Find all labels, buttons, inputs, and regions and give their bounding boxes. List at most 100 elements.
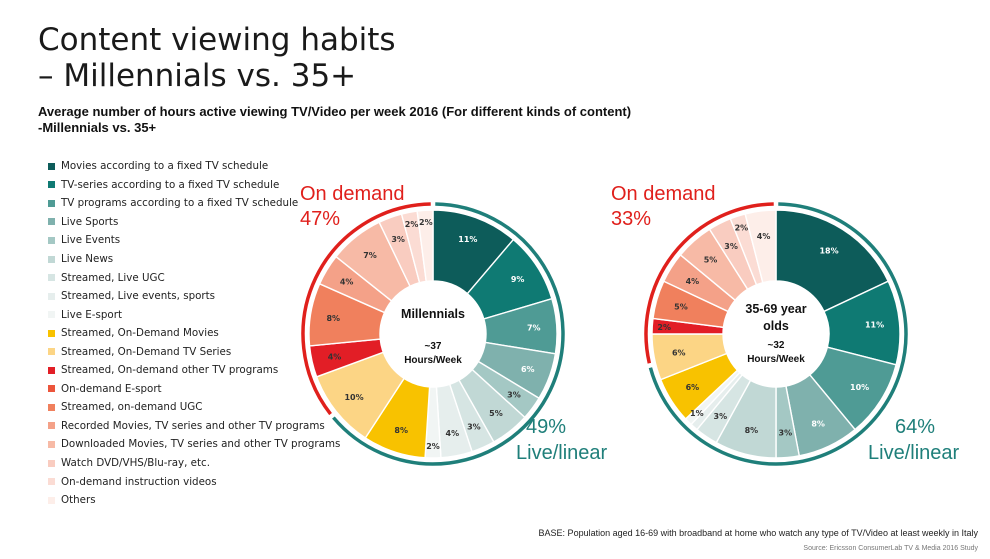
legend-swatch xyxy=(48,478,55,486)
legend-swatch xyxy=(48,403,55,411)
legend-label: Downloaded Movies, TV series and other T… xyxy=(61,438,341,451)
legend-item-live-e-sport: Live E-sport xyxy=(48,305,340,324)
legend-item-watch-dvd-vhs-blu-ray-etc: Watch DVD/VHS/Blu-ray, etc. xyxy=(48,454,340,473)
legend-swatch xyxy=(48,181,55,189)
legend-label: Streamed, Live UGC xyxy=(61,271,165,284)
legend-item-live-news: Live News xyxy=(48,250,340,269)
legend-label: Streamed, Live events, sports xyxy=(61,290,216,303)
millennials-live-share: 49% xyxy=(526,416,566,438)
slice-label: 8% xyxy=(326,314,340,323)
legend-label: Live E-sport xyxy=(61,308,122,321)
older-ondemand-label: On demand xyxy=(611,183,716,205)
millennials-center-unit: Hours/Week xyxy=(404,355,462,366)
legend-item-streamed-live-events-sports: Streamed, Live events, sports xyxy=(48,287,340,306)
legend-label: TV programs according to a fixed TV sche… xyxy=(61,197,299,210)
slice-label: 9% xyxy=(511,275,525,284)
slice-label: 3% xyxy=(507,390,521,399)
live-linear-arc xyxy=(648,202,908,466)
legend-item-tv-series-according-to-a-fixed-tv-schedule: TV-series according to a fixed TV schedu… xyxy=(48,176,340,195)
legend-label: Recorded Movies, TV series and other TV … xyxy=(61,419,325,432)
older-live-label: Live/linear xyxy=(868,442,960,464)
slice-label: 5% xyxy=(674,302,688,311)
legend-swatch xyxy=(48,292,55,300)
legend-label: On-demand instruction videos xyxy=(61,475,217,488)
slice-label: 5% xyxy=(489,409,503,418)
footer-base-note: BASE: Population aged 16-69 with broadba… xyxy=(538,528,978,538)
legend-item-streamed-on-demand-tv-series: Streamed, On-Demand TV Series xyxy=(48,342,340,361)
older-live-share: 64% xyxy=(895,416,935,438)
legend-label: Streamed, On-demand other TV programs xyxy=(61,364,279,377)
legend-item-on-demand-e-sport: On-demand E-sport xyxy=(48,380,340,399)
legend-swatch xyxy=(48,329,55,337)
legend-item-movies-according-to-a-fixed-tv-schedule: Movies according to a fixed TV schedule xyxy=(48,157,340,176)
slice-label: 2% xyxy=(735,223,749,232)
millennials-donut: 11%9%7%6%3%5%3%4%2%8%10%4%8%4%7%3%2% 2% xyxy=(301,202,565,466)
slice-label: 2% xyxy=(657,323,671,332)
legend-swatch xyxy=(48,162,55,170)
legend-item-streamed-on-demand-other-tv-programs: Streamed, On-demand other TV programs xyxy=(48,361,340,380)
slice-label: 4% xyxy=(686,277,700,286)
slice-label: 4% xyxy=(446,429,460,438)
legend-swatch xyxy=(48,496,55,504)
legend-swatch xyxy=(48,459,55,467)
legend-label: Streamed, On-Demand Movies xyxy=(61,327,219,340)
legend-label: Live Sports xyxy=(61,215,119,228)
legend-label: Live Events xyxy=(61,234,121,247)
footer-source: Source: Ericsson ConsumerLab TV & Media … xyxy=(803,545,978,552)
legend-label: Streamed, On-Demand TV Series xyxy=(61,345,232,358)
title-line-1: Content viewing habits xyxy=(38,22,396,58)
title-line-2: – Millennials vs. 35+ xyxy=(38,58,357,94)
slice-label: 1% xyxy=(690,409,704,418)
legend-swatch xyxy=(48,255,55,263)
slice-label: 2% xyxy=(426,442,440,451)
slice-label: 8% xyxy=(745,426,759,435)
slice-label: 8% xyxy=(811,420,825,429)
legend-item-recorded-movies-tv-series-and-other-tv-programs: Recorded Movies, TV series and other TV … xyxy=(48,417,340,436)
legend-swatch xyxy=(48,218,55,226)
slice-label: 18% xyxy=(819,246,838,255)
legend-item-live-sports: Live Sports xyxy=(48,213,340,232)
legend-item-tv-programs-according-to-a-fixed-tv-schedule: TV programs according to a fixed TV sche… xyxy=(48,194,340,213)
legend-swatch xyxy=(48,385,55,393)
slice-label: 3% xyxy=(779,429,793,438)
slice-label: 6% xyxy=(672,349,686,358)
older-donut: 18% 11% 10% 8% 3% 8% 3% 1% 6% 6% 2% 5% 4% 5% 3% 2% 4% xyxy=(644,202,908,466)
millennials-ondemand-label: On demand xyxy=(300,183,405,205)
slice-label: 6% xyxy=(686,383,700,392)
legend-swatch xyxy=(48,366,55,374)
millennials-ondemand-share: 47% xyxy=(300,208,340,230)
on-demand-arc xyxy=(301,202,431,416)
live-linear-arc xyxy=(332,202,565,466)
slice-label: 7% xyxy=(527,324,541,333)
donut-hole xyxy=(723,281,829,387)
slice-label: 5% xyxy=(704,256,718,265)
chart-subtitle: Average number of hours active viewing T… xyxy=(38,104,678,136)
slice-label: 2% xyxy=(419,218,433,227)
slice-label: 8% xyxy=(394,426,408,435)
millennials-center-label: Millennials xyxy=(401,307,465,321)
subtitle-line-2: -Millennials vs. 35+ xyxy=(38,120,157,135)
chart-legend: Movies according to a fixed TV schedule T… xyxy=(48,157,340,509)
slice-label: 4% xyxy=(328,352,342,361)
slice-label: 11% xyxy=(865,321,884,330)
slice-label: 4% xyxy=(757,232,771,241)
slice-label: 10% xyxy=(344,393,363,402)
legend-swatch xyxy=(48,348,55,356)
older-center-label-line-1: 35-69 year xyxy=(745,302,806,316)
legend-item-on-demand-instruction-videos: On-demand instruction videos xyxy=(48,472,340,491)
slice-label: 3% xyxy=(391,235,405,244)
legend-item-streamed-on-demand-movies: Streamed, On-Demand Movies xyxy=(48,324,340,343)
slice-label: 10% xyxy=(850,383,869,392)
page-title: Content viewing habits – Millennials vs.… xyxy=(38,22,396,94)
slice-label: 11% xyxy=(458,235,477,244)
legend-item-others: Others xyxy=(48,491,340,510)
legend-item-streamed-live-ugc: Streamed, Live UGC xyxy=(48,268,340,287)
legend-item-streamed-on-demand-ugc: Streamed, on-demand UGC xyxy=(48,398,340,417)
legend-label: Streamed, on-demand UGC xyxy=(61,401,203,414)
legend-label: Movies according to a fixed TV schedule xyxy=(61,160,269,173)
legend-item-downloaded-movies-tv-series-and-other-tv-programs: Downloaded Movies, TV series and other T… xyxy=(48,435,340,454)
donut-hole xyxy=(380,281,486,387)
millennials-center-value: ~37 xyxy=(425,341,442,352)
slice-label: 6% xyxy=(521,365,535,374)
subtitle-line-1: Average number of hours active viewing T… xyxy=(38,104,632,119)
